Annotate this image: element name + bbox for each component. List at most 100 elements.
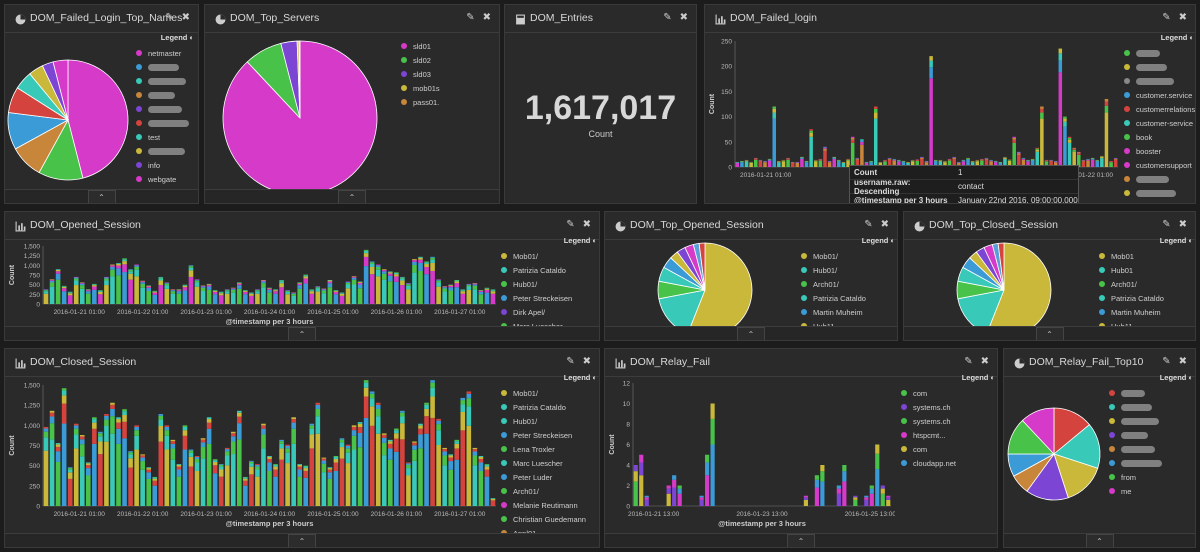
legend-item[interactable]: Dirk Apel/ bbox=[501, 305, 597, 319]
close-icon[interactable]: ✖ bbox=[181, 12, 190, 23]
legend-item[interactable]: Patrizia Cataldo bbox=[501, 263, 597, 277]
legend-item[interactable]: Marc Luescher bbox=[501, 456, 597, 470]
edit-icon[interactable]: ✎ bbox=[964, 356, 973, 367]
legend-item[interactable]: systems.ch bbox=[901, 400, 995, 414]
legend-item[interactable] bbox=[1109, 386, 1193, 400]
legend-item[interactable]: Lena Troxler bbox=[501, 442, 597, 456]
edit-icon[interactable]: ✎ bbox=[466, 12, 475, 23]
edit-icon[interactable]: ✎ bbox=[1162, 356, 1171, 367]
legend-item[interactable]: me bbox=[1109, 484, 1193, 498]
legend-item[interactable]: Hub01/ bbox=[501, 414, 597, 428]
close-icon[interactable]: ✖ bbox=[679, 12, 688, 23]
legend-item[interactable] bbox=[1124, 186, 1194, 200]
legend-item[interactable]: htspcmt... bbox=[901, 428, 995, 442]
legend-item[interactable]: test bbox=[136, 130, 194, 144]
collapse-toggle[interactable]: ⌃ bbox=[1035, 327, 1064, 340]
legend-item[interactable]: customer.service bbox=[1124, 88, 1194, 102]
edit-icon[interactable]: ✎ bbox=[663, 12, 672, 23]
legend-item[interactable]: Peter Streckeisen bbox=[501, 291, 597, 305]
legend-item[interactable] bbox=[1124, 74, 1194, 88]
legend-item[interactable] bbox=[1109, 400, 1193, 414]
collapse-toggle[interactable]: ⌃ bbox=[787, 534, 815, 547]
legend-item[interactable]: pass01. bbox=[401, 95, 496, 109]
legend-item[interactable] bbox=[136, 144, 194, 158]
legend-item[interactable]: customersupport bbox=[1124, 158, 1194, 172]
legend-item[interactable]: netmaster bbox=[136, 46, 194, 60]
legend-item[interactable] bbox=[1124, 60, 1194, 74]
legend-item[interactable]: Mob01/ bbox=[501, 249, 597, 263]
legend-item[interactable] bbox=[1109, 456, 1193, 470]
collapse-toggle[interactable]: ⌃ bbox=[288, 534, 316, 547]
legend-item[interactable]: info bbox=[136, 158, 194, 172]
legend-item[interactable]: sld02 bbox=[401, 53, 496, 67]
edit-icon[interactable]: ✎ bbox=[566, 219, 575, 230]
edit-icon[interactable]: ✎ bbox=[1162, 12, 1171, 23]
legend-item[interactable]: Peter Streckeisen bbox=[501, 428, 597, 442]
legend-item[interactable]: Melanie Reutimann bbox=[501, 498, 597, 512]
legend-item[interactable]: Arch01/ bbox=[801, 277, 895, 291]
legend-item[interactable]: Hub01/ bbox=[801, 263, 895, 277]
legend-item[interactable]: Mob01/ bbox=[501, 386, 597, 400]
legend-item[interactable]: Hub01/ bbox=[501, 277, 597, 291]
edit-icon[interactable]: ✎ bbox=[165, 12, 174, 23]
legend-toggle-icon[interactable]: ◐ bbox=[990, 373, 995, 382]
edit-icon[interactable]: ✎ bbox=[566, 356, 575, 367]
legend-item[interactable] bbox=[1109, 414, 1193, 428]
legend-item[interactable] bbox=[1109, 442, 1193, 456]
legend-item[interactable] bbox=[1124, 172, 1194, 186]
legend-item[interactable]: com bbox=[901, 386, 995, 400]
legend-toggle-icon[interactable]: ◐ bbox=[1189, 33, 1194, 42]
legend-toggle-icon[interactable]: ◐ bbox=[189, 33, 194, 42]
close-icon[interactable]: ✖ bbox=[1178, 356, 1187, 367]
legend-item[interactable]: Patrizia Cataldo bbox=[501, 400, 597, 414]
close-icon[interactable]: ✖ bbox=[482, 12, 491, 23]
collapse-toggle[interactable]: ⌃ bbox=[338, 190, 366, 203]
legend-item[interactable]: booster bbox=[1124, 144, 1194, 158]
legend-item[interactable]: systems.ch bbox=[901, 414, 995, 428]
legend-item[interactable]: Mob01 bbox=[1099, 249, 1193, 263]
legend-item[interactable]: from bbox=[1109, 470, 1193, 484]
close-icon[interactable]: ✖ bbox=[582, 356, 591, 367]
legend-toggle-icon[interactable]: ◐ bbox=[592, 373, 597, 382]
legend-item[interactable]: Martin Muheim bbox=[801, 305, 895, 319]
legend-toggle-icon[interactable]: ◐ bbox=[890, 236, 895, 245]
collapse-toggle[interactable]: ⌃ bbox=[288, 327, 316, 340]
legend-item[interactable]: mob01s bbox=[401, 81, 496, 95]
legend-item[interactable]: Arch01/ bbox=[501, 484, 597, 498]
legend-item[interactable] bbox=[1124, 46, 1194, 60]
legend-item[interactable]: Patrizia Cataldo bbox=[1099, 291, 1193, 305]
legend-item[interactable]: customerrelations bbox=[1124, 102, 1195, 116]
close-icon[interactable]: ✖ bbox=[1178, 12, 1187, 23]
legend-item[interactable] bbox=[136, 88, 194, 102]
legend-item[interactable]: customer-service bbox=[1124, 116, 1194, 130]
legend-item[interactable]: Hub01 bbox=[1099, 263, 1193, 277]
legend-toggle-icon[interactable]: ◐ bbox=[592, 236, 597, 245]
close-icon[interactable]: ✖ bbox=[582, 219, 591, 230]
legend-item[interactable]: Christian Guedemann bbox=[501, 512, 597, 526]
legend-item[interactable]: book bbox=[1124, 130, 1194, 144]
legend-toggle-icon[interactable]: ◐ bbox=[1188, 236, 1193, 245]
close-icon[interactable]: ✖ bbox=[1178, 219, 1187, 230]
legend-item[interactable]: sld03 bbox=[401, 67, 496, 81]
collapse-toggle[interactable]: ⌃ bbox=[1085, 534, 1114, 547]
close-icon[interactable]: ✖ bbox=[880, 219, 889, 230]
legend-item[interactable]: sld01 bbox=[401, 39, 496, 53]
collapse-toggle[interactable]: ⌃ bbox=[87, 190, 116, 203]
legend-item[interactable] bbox=[136, 60, 194, 74]
legend-item[interactable]: cloudapp.net bbox=[901, 456, 995, 470]
edit-icon[interactable]: ✎ bbox=[1162, 219, 1171, 230]
close-icon[interactable]: ✖ bbox=[980, 356, 989, 367]
legend-item[interactable] bbox=[136, 74, 194, 88]
legend-item[interactable] bbox=[136, 102, 194, 116]
legend-item[interactable]: Peter Luder bbox=[501, 470, 597, 484]
legend-item[interactable]: Martin Muheim bbox=[1099, 305, 1193, 319]
legend-toggle-icon[interactable]: ◐ bbox=[1188, 373, 1193, 382]
legend-item[interactable] bbox=[136, 116, 194, 130]
legend-item[interactable]: webgate bbox=[136, 172, 194, 186]
legend-item[interactable]: Patrizia Cataldo bbox=[801, 291, 895, 305]
legend-item[interactable]: Arch01/ bbox=[1099, 277, 1193, 291]
legend-item[interactable] bbox=[1109, 428, 1193, 442]
legend-item[interactable]: com bbox=[901, 442, 995, 456]
collapse-toggle[interactable]: ⌃ bbox=[737, 327, 765, 340]
edit-icon[interactable]: ✎ bbox=[864, 219, 873, 230]
